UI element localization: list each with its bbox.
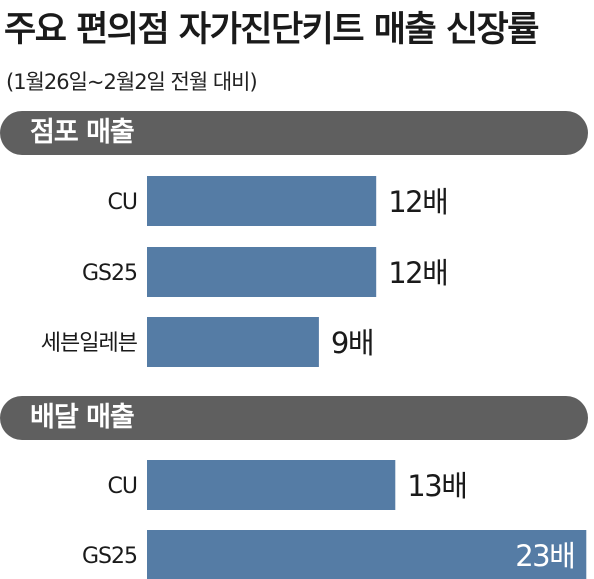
chart-subtitle: (1월26일~2월2일 전월 대비) (6, 70, 258, 94)
bar-1-1 (147, 530, 587, 579)
category-label: CU (108, 474, 137, 499)
value-label: 23배 (515, 539, 574, 573)
bar-0-2 (147, 317, 319, 367)
category-label: CU (108, 190, 137, 215)
bar-0-0 (147, 176, 377, 226)
category-label: GS25 (82, 544, 137, 569)
section-title-store-sales: 점포 매출 (30, 117, 135, 148)
value-label: 12배 (388, 185, 447, 219)
category-label: GS25 (82, 261, 137, 286)
value-label: 13배 (407, 469, 466, 503)
chart-title: 주요 편의점 자가진단키트 매출 신장률 (4, 10, 539, 50)
value-label: 12배 (388, 256, 447, 290)
bar-1-0 (147, 460, 396, 510)
section-header-store-sales: 점포 매출 (0, 111, 588, 155)
bar-0-1 (147, 247, 377, 297)
category-label: 세븐일레븐 (41, 331, 138, 356)
value-label: 9배 (331, 326, 373, 360)
section-title-delivery-sales: 배달 매출 (30, 402, 135, 433)
section-header-delivery-sales: 배달 매출 (0, 396, 588, 440)
